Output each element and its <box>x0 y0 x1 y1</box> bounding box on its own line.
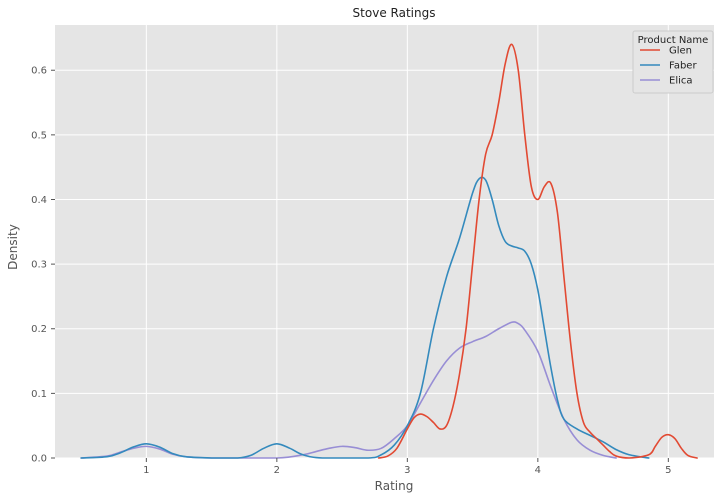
x-tick-label: 5 <box>665 465 671 476</box>
x-axis-label: Rating <box>375 479 414 493</box>
y-tick-label: 0.3 <box>31 260 47 271</box>
legend-label-elica: Elica <box>669 76 693 87</box>
x-tick-label: 4 <box>535 465 541 476</box>
y-tick-label: 0.6 <box>31 66 47 77</box>
legend-title: Product Name <box>638 35 709 46</box>
y-tick-label: 0.4 <box>31 195 47 206</box>
x-tick-label: 2 <box>274 465 280 476</box>
x-tick-label: 1 <box>143 465 149 476</box>
plot-area <box>55 25 714 458</box>
series-layer <box>80 43 698 459</box>
legend-box <box>632 30 714 94</box>
series-line-faber <box>80 176 650 459</box>
legend-items: Glen Faber Elica <box>640 46 697 87</box>
legend-label-glen: Glen <box>669 46 692 57</box>
x-tick-label: 3 <box>404 465 410 476</box>
y-tick-label: 0.5 <box>31 130 47 141</box>
y-axis-ticks: 0.0 0.1 0.2 0.3 0.4 0.5 0.6 <box>31 66 55 465</box>
x-axis-ticks: 1 2 3 4 5 <box>143 458 672 476</box>
series-line-glen <box>377 43 698 459</box>
grid <box>55 25 714 459</box>
y-axis-label: Density <box>6 224 20 270</box>
legend-label-faber: Faber <box>669 61 697 72</box>
y-tick-label: 0.1 <box>31 389 47 400</box>
chart-title: Stove Ratings <box>353 6 436 20</box>
legend: Product Name Glen Faber Elica <box>632 30 714 94</box>
y-tick-label: 0.2 <box>31 324 47 335</box>
y-tick-label: 0.0 <box>31 454 47 465</box>
